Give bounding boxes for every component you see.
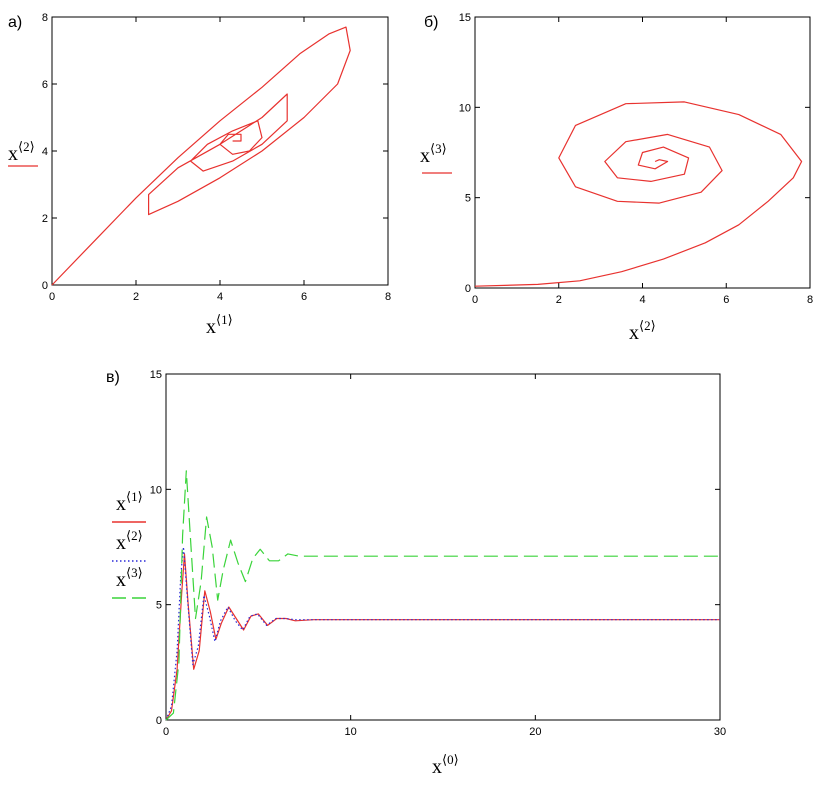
x-tick-label: 2 <box>556 294 562 306</box>
series-line-2 <box>165 546 720 721</box>
x-axis-label-base: x <box>432 756 442 778</box>
y-tick-label: 0 <box>42 280 48 292</box>
x-tick-label: 6 <box>723 294 729 306</box>
legend-label-base: x <box>116 493 126 515</box>
y-axis-label: x⟨3⟩ <box>420 141 447 167</box>
x-tick-label: 10 <box>345 726 357 738</box>
y-tick-label: 2 <box>42 213 48 225</box>
x-tick-label: 8 <box>385 291 391 303</box>
y-tick-label: 10 <box>459 102 471 114</box>
x-tick-label: 20 <box>529 726 541 738</box>
x-tick-label: 2 <box>133 291 139 303</box>
y-tick-label: 8 <box>42 12 48 24</box>
x-tick-label: 30 <box>714 726 726 738</box>
y-axis-label: x⟨2⟩ <box>8 139 35 165</box>
y-tick-label: 5 <box>465 193 471 205</box>
x-axis-label-sup: ⟨0⟩ <box>442 752 459 767</box>
legend-label-sup: ⟨2⟩ <box>126 528 143 543</box>
legend-label-sup: ⟨1⟩ <box>126 489 143 504</box>
y-tick-label: 10 <box>150 484 162 496</box>
y-tick-label: 0 <box>156 715 162 727</box>
x-axis-label-base: x <box>629 322 639 344</box>
x-tick-label: 0 <box>163 726 169 738</box>
legend-label-base: x <box>116 532 126 554</box>
x-tick-label: 4 <box>217 291 223 303</box>
legend-label-base: x <box>116 569 126 591</box>
legend-label-1: x⟨1⟩ <box>116 489 143 515</box>
y-axis-label-sup: ⟨3⟩ <box>430 141 447 156</box>
x-tick-label: 0 <box>49 291 55 303</box>
panel-label: а) <box>8 14 22 31</box>
legend-label-sup: ⟨3⟩ <box>126 565 143 580</box>
x-axis-label-base: x <box>206 316 216 338</box>
legend-label-2: x⟨2⟩ <box>116 528 143 554</box>
x-tick-label: 6 <box>301 291 307 303</box>
y-tick-label: 4 <box>42 146 48 158</box>
series-line-3 <box>165 470 720 721</box>
y-tick-label: 6 <box>42 79 48 91</box>
panel-label: в) <box>106 369 120 386</box>
x-tick-label: 0 <box>472 294 478 306</box>
y-axis-label-sup: ⟨2⟩ <box>18 139 35 154</box>
series-line-1 <box>51 26 351 286</box>
series-line-1 <box>474 101 803 287</box>
x-axis-label: x⟨0⟩ <box>432 752 459 778</box>
plot-frame <box>165 373 721 721</box>
plot-frame <box>51 16 389 286</box>
y-tick-label: 15 <box>150 369 162 381</box>
x-axis-label: x⟨1⟩ <box>206 312 233 338</box>
y-axis-label-base: x <box>420 145 430 167</box>
legend-label-3: x⟨3⟩ <box>116 565 143 591</box>
x-tick-label: 4 <box>639 294 645 306</box>
x-axis-label: x⟨2⟩ <box>629 318 656 344</box>
series-line-1 <box>165 553 720 721</box>
x-axis-label-sup: ⟨1⟩ <box>216 312 233 327</box>
panel-label: б) <box>424 14 439 31</box>
y-tick-label: 15 <box>459 12 471 24</box>
y-axis-label-base: x <box>8 143 18 165</box>
x-tick-label: 8 <box>807 294 813 306</box>
y-tick-label: 0 <box>465 283 471 295</box>
y-tick-label: 5 <box>156 600 162 612</box>
x-axis-label-sup: ⟨2⟩ <box>639 318 656 333</box>
